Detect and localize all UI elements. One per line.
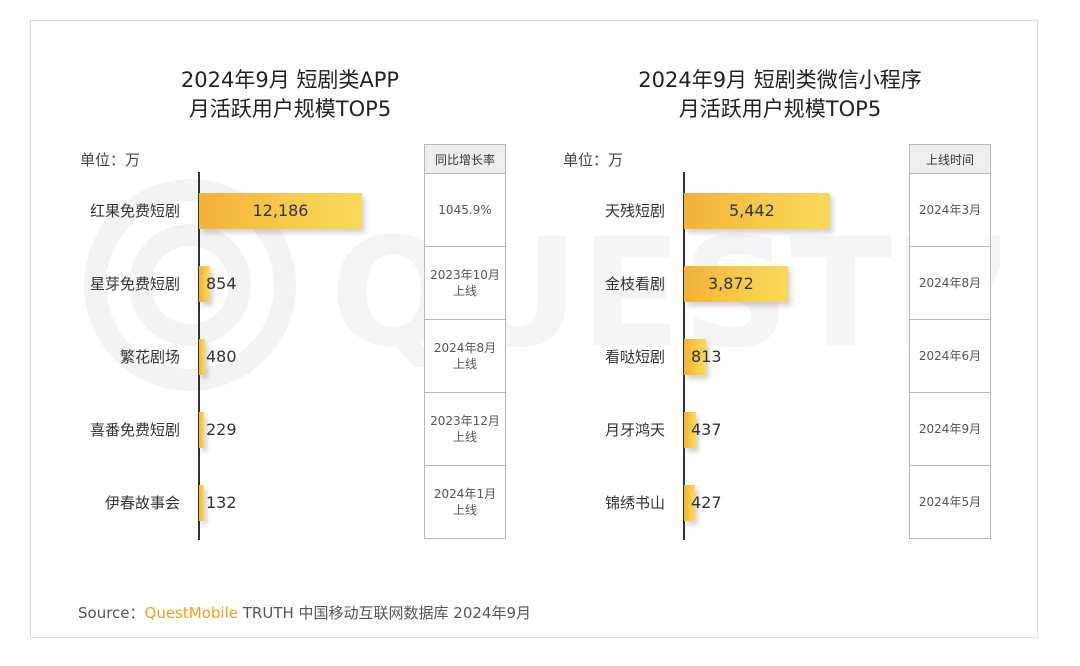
left-title-line2: 月活跃用户规模TOP5 xyxy=(188,97,392,121)
side-table-cell: 2023年10月 上线 xyxy=(424,247,506,320)
bar xyxy=(684,265,788,302)
value-label: 3,872 xyxy=(707,273,754,293)
category-label: 看哒短剧 xyxy=(604,347,665,366)
category-label: 繁花剧场 xyxy=(119,347,180,366)
bar xyxy=(199,338,206,375)
value-label: 427 xyxy=(691,492,722,512)
left-unit-label: 单位：万 xyxy=(80,151,141,169)
left-chart-title: 2024年9月 短剧类APP 月活跃用户规模TOP5 xyxy=(140,66,440,124)
category-label: 锦绣书山 xyxy=(604,493,665,512)
source-note: Source：QuestMobile TRUTH 中国移动互联网数据库 2024… xyxy=(78,602,531,623)
side-table-cell: 2024年5月 xyxy=(909,466,991,539)
category-label: 金枝看剧 xyxy=(604,274,665,293)
bar xyxy=(199,484,204,521)
right-title-line1: 2024年9月 短剧类微信小程序 xyxy=(638,68,922,92)
right-title-line2: 月活跃用户规模TOP5 xyxy=(678,97,882,121)
bar xyxy=(684,338,706,375)
bar xyxy=(684,411,696,448)
side-table-cell: 2024年6月 xyxy=(909,320,991,393)
value-label: 813 xyxy=(691,346,722,366)
side-table-cell: 1045.9% xyxy=(424,174,506,247)
value-label: 854 xyxy=(206,273,237,293)
category-label: 红果免费短剧 xyxy=(89,201,180,220)
side-table-cell: 2023年12月 上线 xyxy=(424,393,506,466)
bar xyxy=(684,484,696,521)
value-label: 5,442 xyxy=(729,200,775,220)
right-chart-title: 2024年9月 短剧类微信小程序 月活跃用户规模TOP5 xyxy=(600,66,960,124)
category-label: 天残短剧 xyxy=(604,201,665,220)
right-unit-label: 单位：万 xyxy=(563,151,624,169)
side-table-cell: 2024年3月 xyxy=(909,174,991,247)
value-label: 437 xyxy=(691,419,722,439)
right-axis-line xyxy=(683,172,685,540)
left-title-line1: 2024年9月 短剧类APP xyxy=(180,68,400,92)
source-brand: QuestMobile xyxy=(144,604,238,622)
side-table-cell: 2024年8月 xyxy=(909,247,991,320)
category-label: 星芽免费短剧 xyxy=(89,274,180,293)
source-prefix: Source： xyxy=(78,604,145,622)
value-label: 12,186 xyxy=(252,200,309,220)
side-table-cell: 2024年1月 上线 xyxy=(424,466,506,539)
source-suffix: TRUTH 中国移动互联网数据库 2024年9月 xyxy=(237,604,532,622)
left-axis-line xyxy=(198,172,200,540)
category-label: 伊春故事会 xyxy=(104,493,180,512)
value-label: 229 xyxy=(206,419,237,439)
right-side-header: 上线时间 xyxy=(909,144,991,174)
side-table-cell: 2024年8月 上线 xyxy=(424,320,506,393)
category-label: 月牙鸿天 xyxy=(604,420,665,439)
bar xyxy=(199,265,211,302)
value-label: 132 xyxy=(206,492,237,512)
bar xyxy=(684,192,830,229)
category-label: 喜番免费短剧 xyxy=(89,420,180,439)
bar xyxy=(199,192,362,229)
left-side-header: 同比增长率 xyxy=(424,144,506,174)
value-label: 480 xyxy=(206,346,237,366)
side-table-cell: 2024年9月 xyxy=(909,393,991,466)
bar xyxy=(199,411,204,448)
